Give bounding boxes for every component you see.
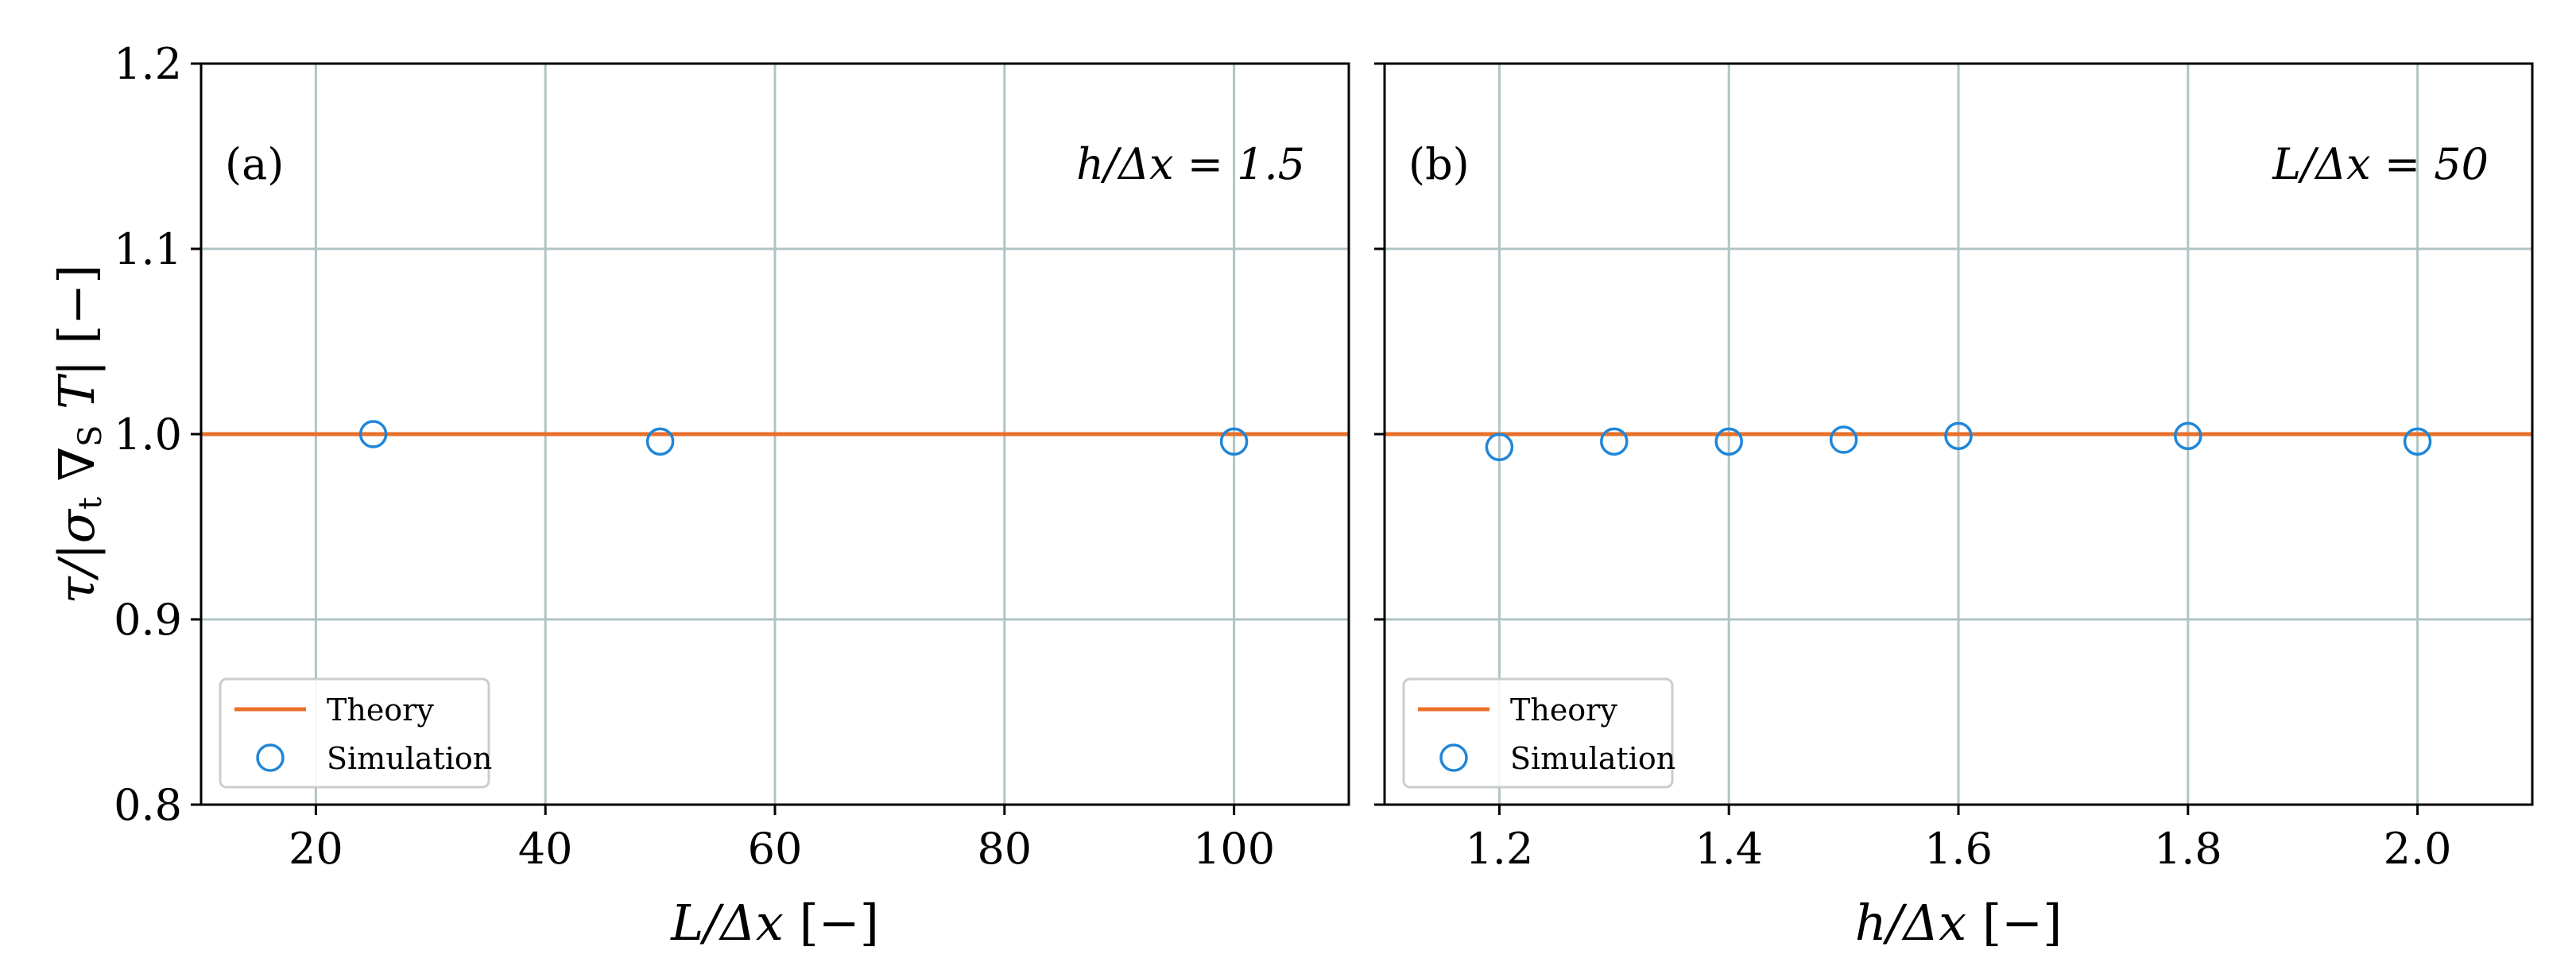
y-axis-label-part: T bbox=[48, 373, 106, 425]
y-axis-label-part: | [−] bbox=[48, 265, 106, 377]
y-axis-label-part: S bbox=[72, 425, 109, 447]
y-tick-label: 0.8 bbox=[114, 780, 182, 830]
panel-a: 20 40 60 80 100 0.8 0.9 1.0 1.1 1.2 L/Δx [−] (a) h/Δ… bbox=[114, 39, 1350, 952]
y-tick-label: 0.9 bbox=[114, 595, 182, 645]
x-tick-label: 40 bbox=[518, 824, 573, 874]
y-tick-label: 1.2 bbox=[114, 39, 182, 89]
simulation-point bbox=[1219, 427, 1249, 456]
y-axis-label-part: ∇ bbox=[48, 447, 106, 497]
y-axis-label-text: τ/|σt ∇S T| [−] bbox=[48, 265, 109, 604]
legend-theory-label: Theory bbox=[327, 693, 434, 728]
x-tick-label: 2.0 bbox=[2384, 824, 2452, 874]
panel-label: (b) bbox=[1408, 139, 1470, 189]
x-axis-label-unit: [−] bbox=[800, 894, 879, 952]
legend-simulation-label: Simulation bbox=[327, 741, 492, 776]
simulation-point bbox=[1944, 421, 1973, 451]
simulation-point bbox=[2403, 427, 2432, 456]
panel-annotation: h/Δx = 1.5 bbox=[1076, 139, 1305, 189]
x-axis-label: h/Δx [−] bbox=[1855, 894, 2063, 952]
x-tick-label: 1.2 bbox=[1465, 824, 1533, 874]
y-axis-label: τ/|σt ∇S T| [−] bbox=[48, 265, 109, 604]
x-tick-label: 1.6 bbox=[1924, 824, 1993, 874]
simulation-point bbox=[1714, 427, 1743, 456]
panel-annotation: L/Δx = 50 bbox=[2272, 139, 2489, 189]
legend-frame bbox=[1402, 677, 1674, 789]
x-axis-label-unit: [−] bbox=[1982, 894, 2062, 952]
legend: Theory Simulation bbox=[219, 677, 492, 789]
legend-theory-label: Theory bbox=[1510, 693, 1617, 728]
y-axis-label-part: τ/| bbox=[48, 543, 106, 603]
simulation-point bbox=[645, 427, 675, 456]
legend-frame bbox=[219, 677, 490, 789]
x-axis-label-math: h/Δx bbox=[1855, 894, 1982, 952]
simulation-point bbox=[1600, 427, 1629, 456]
panel-b: 1.2 1.4 1.6 1.8 2.0 h/Δx [−] (b) L/Δx = 50 Theor… bbox=[1374, 62, 2534, 952]
y-tick-label: 1.1 bbox=[114, 224, 182, 274]
x-axis-label: L/Δx [−] bbox=[670, 894, 879, 952]
simulation-point bbox=[358, 420, 388, 448]
simulation-point bbox=[2174, 421, 2202, 451]
x-axis-label-math: L/Δx bbox=[670, 894, 800, 952]
legend: Theory Simulation bbox=[1402, 677, 1675, 789]
y-axis-label-part: σ bbox=[48, 508, 106, 543]
y-axis-label-part: t bbox=[72, 497, 109, 510]
simulation-point bbox=[1829, 425, 1858, 454]
x-tick-label: 1.8 bbox=[2154, 824, 2222, 874]
legend-simulation-label: Simulation bbox=[1510, 741, 1675, 776]
x-tick-label: 60 bbox=[748, 824, 803, 874]
simulation-point bbox=[1485, 433, 1514, 462]
x-tick-label: 1.4 bbox=[1695, 824, 1763, 874]
panel-label: (a) bbox=[225, 139, 284, 189]
x-tick-label: 20 bbox=[289, 824, 343, 874]
legend-simulation-swatch bbox=[1439, 743, 1468, 772]
x-tick-label: 80 bbox=[977, 824, 1032, 874]
legend-simulation-swatch bbox=[256, 743, 285, 772]
y-tick-label: 1.0 bbox=[114, 409, 182, 460]
x-tick-label: 100 bbox=[1193, 824, 1275, 874]
